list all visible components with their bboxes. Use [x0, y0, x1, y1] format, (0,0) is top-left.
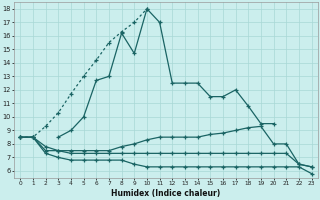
X-axis label: Humidex (Indice chaleur): Humidex (Indice chaleur): [111, 189, 220, 198]
